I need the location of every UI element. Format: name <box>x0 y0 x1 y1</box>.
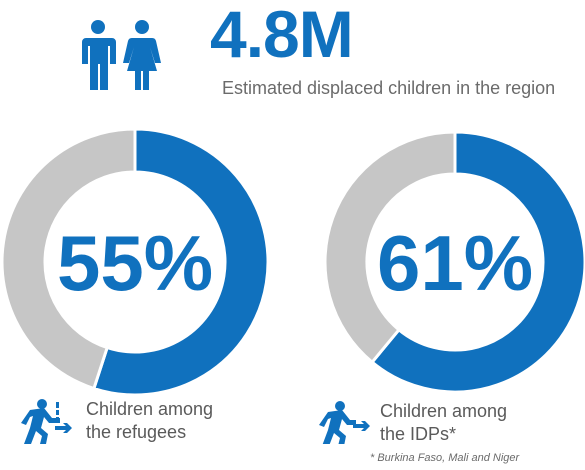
donut-idps-center-label: 61% <box>377 219 533 307</box>
donut-refugees-slice-children <box>92 127 270 397</box>
donut-refugees: 55% <box>0 127 270 397</box>
caption-idps: Children among the IDPs* <box>380 400 580 446</box>
caption-refugees: Children among the refugees <box>86 398 286 444</box>
caption-idps-line-2: the IDPs* <box>380 424 457 444</box>
idp-running-icon <box>319 401 370 444</box>
caption-refugees-line-1: Children among <box>86 399 214 419</box>
caption-refugees-line-2: the refugees <box>86 422 187 442</box>
headline-subtitle: Estimated displaced children in the regi… <box>222 78 556 98</box>
headline-value: 4.8M <box>210 0 354 71</box>
donut-idps: 61% <box>323 130 585 394</box>
donut-refugees-center-label: 55% <box>57 219 213 307</box>
donut-idps-slice-children <box>370 130 585 394</box>
caption-idps-line-1: Children among <box>380 401 508 421</box>
donut-refugees-slice-others <box>0 127 137 391</box>
footnote: * Burkina Faso, Mali and Niger <box>370 452 520 464</box>
donut-idps-slice-others <box>323 130 457 365</box>
children-icon <box>82 20 161 90</box>
refugee-running-icon <box>21 399 72 444</box>
